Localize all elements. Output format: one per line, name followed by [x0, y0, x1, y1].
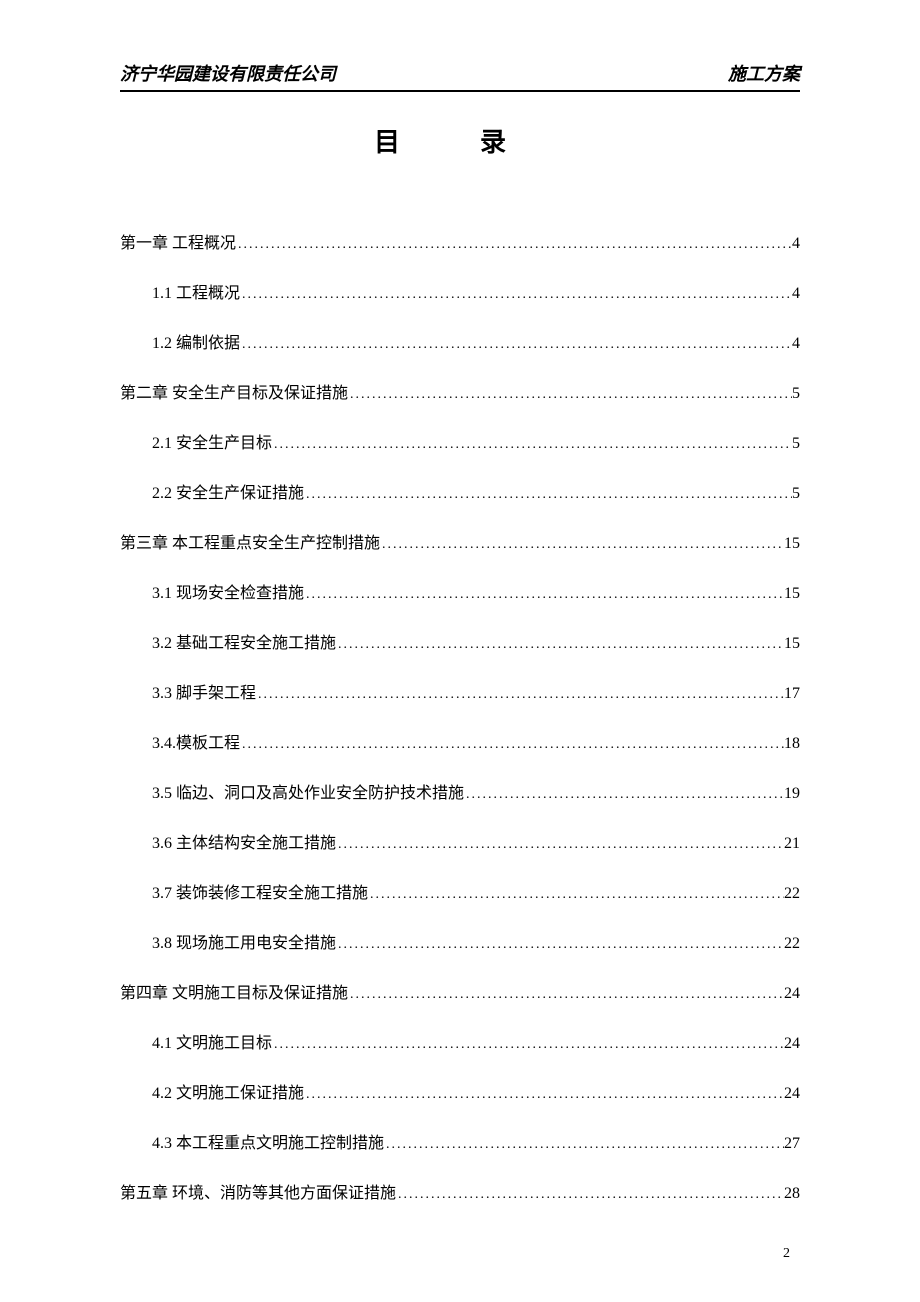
toc-entry-page: 5 [792, 485, 800, 503]
toc-entry-page: 19 [784, 785, 800, 803]
toc-entry-page: 24 [784, 985, 800, 1003]
toc-entry: 1.1 工程概况 4 [120, 279, 800, 303]
toc-entry: 3.2 基础工程安全施工措施 15 [120, 629, 800, 653]
toc-entry-page: 5 [792, 435, 800, 453]
toc-leader-dots [336, 637, 784, 653]
page-header: 济宁华园建设有限责任公司 施工方案 [120, 60, 800, 92]
toc-entry-label: 3.4.模板工程 [152, 729, 240, 753]
toc-entry-label: 1.2 编制依据 [152, 329, 240, 353]
document-page: 济宁华园建设有限责任公司 施工方案 目录 第一章 工程概况41.1 工程概况41… [0, 0, 920, 1269]
toc-entry-label: 3.7 装饰装修工程安全施工措施 [152, 879, 368, 903]
toc-leader-dots [304, 487, 792, 503]
toc-leader-dots [272, 437, 792, 453]
toc-entry-label: 3.2 基础工程安全施工措施 [152, 629, 336, 653]
toc-entry: 第一章 工程概况 4 [120, 229, 800, 253]
toc-entry: 3.3 脚手架工程 17 [120, 679, 800, 703]
toc-entry: 4.3 本工程重点文明施工控制措施 27 [120, 1129, 800, 1153]
toc-entry-page: 17 [784, 685, 800, 703]
toc-entry-label: 3.5 临边、洞口及高处作业安全防护技术措施 [152, 779, 464, 803]
toc-leader-dots [240, 737, 784, 753]
header-company-name: 济宁华园建设有限责任公司 [120, 60, 336, 86]
toc-entry-label: 2.1 安全生产目标 [152, 429, 272, 453]
toc-entry-page: 4 [792, 285, 800, 303]
toc-entry-page: 22 [784, 935, 800, 953]
table-of-contents: 第一章 工程概况 4 1.1 工程概况 4 1.2 编制依据 4 第二章 安全生产目标及保证… [120, 229, 800, 1203]
toc-entry-label: 1.1 工程概况 [152, 279, 240, 303]
toc-leader-dots [368, 887, 784, 903]
toc-leader-dots [380, 537, 784, 553]
toc-leader-dots [236, 237, 792, 253]
toc-entry-label: 第五章 环境、消防等其他方面保证措施 [120, 1179, 396, 1203]
page-number: 2 [783, 1246, 790, 1262]
toc-leader-dots [348, 987, 784, 1003]
toc-entry-label: 4.2 文明施工保证措施 [152, 1079, 304, 1103]
toc-leader-dots [336, 837, 784, 853]
toc-entry-label: 第二章 安全生产目标及保证措施 [120, 379, 348, 403]
toc-entry-label: 3.6 主体结构安全施工措施 [152, 829, 336, 853]
toc-leader-dots [348, 387, 792, 403]
toc-entry: 3.5 临边、洞口及高处作业安全防护技术措施 19 [120, 779, 800, 803]
toc-leader-dots [256, 687, 784, 703]
toc-entry-page: 21 [784, 835, 800, 853]
toc-entry: 3.8 现场施工用电安全措施 22 [120, 929, 800, 953]
toc-entry-page: 5 [792, 385, 800, 403]
toc-entry-page: 22 [784, 885, 800, 903]
toc-entry-page: 28 [784, 1185, 800, 1203]
toc-entry-page: 4 [792, 335, 800, 353]
toc-entry-page: 27 [784, 1135, 800, 1153]
toc-entry-label: 第四章 文明施工目标及保证措施 [120, 979, 348, 1003]
toc-entry-label: 第三章 本工程重点安全生产控制措施 [120, 529, 380, 553]
toc-entry-label: 4.3 本工程重点文明施工控制措施 [152, 1129, 384, 1153]
toc-entry: 4.2 文明施工保证措施 24 [120, 1079, 800, 1103]
toc-leader-dots [384, 1137, 784, 1153]
toc-entry-label: 2.2 安全生产保证措施 [152, 479, 304, 503]
toc-title: 目录 [120, 122, 800, 159]
toc-entry-page: 18 [784, 735, 800, 753]
toc-entry: 2.1 安全生产目标 5 [120, 429, 800, 453]
toc-entry: 3.4.模板工程 18 [120, 729, 800, 753]
toc-entry: 3.7 装饰装修工程安全施工措施 22 [120, 879, 800, 903]
toc-entry-page: 15 [784, 585, 800, 603]
toc-entry: 4.1 文明施工目标 24 [120, 1029, 800, 1053]
toc-leader-dots [240, 337, 792, 353]
toc-entry-label: 3.8 现场施工用电安全措施 [152, 929, 336, 953]
toc-leader-dots [304, 1087, 784, 1103]
toc-entry-page: 24 [784, 1085, 800, 1103]
toc-entry: 第四章 文明施工目标及保证措施 24 [120, 979, 800, 1003]
toc-leader-dots [272, 1037, 784, 1053]
toc-entry-label: 3.1 现场安全检查措施 [152, 579, 304, 603]
toc-entry: 3.6 主体结构安全施工措施 21 [120, 829, 800, 853]
toc-entry: 第三章 本工程重点安全生产控制措施 15 [120, 529, 800, 553]
toc-entry-page: 4 [792, 235, 800, 253]
toc-entry: 3.1 现场安全检查措施 15 [120, 579, 800, 603]
toc-entry-page: 24 [784, 1035, 800, 1053]
toc-leader-dots [464, 787, 784, 803]
header-doc-title: 施工方案 [728, 60, 800, 86]
toc-leader-dots [396, 1187, 784, 1203]
toc-entry-label: 第一章 工程概况 [120, 229, 236, 253]
toc-entry-label: 3.3 脚手架工程 [152, 679, 256, 703]
toc-entry: 第二章 安全生产目标及保证措施 5 [120, 379, 800, 403]
toc-entry: 第五章 环境、消防等其他方面保证措施 28 [120, 1179, 800, 1203]
toc-leader-dots [336, 937, 784, 953]
toc-entry-page: 15 [784, 635, 800, 653]
toc-leader-dots [240, 287, 792, 303]
toc-entry: 2.2 安全生产保证措施 5 [120, 479, 800, 503]
toc-leader-dots [304, 587, 784, 603]
toc-entry-page: 15 [784, 535, 800, 553]
toc-entry-label: 4.1 文明施工目标 [152, 1029, 272, 1053]
toc-entry: 1.2 编制依据 4 [120, 329, 800, 353]
